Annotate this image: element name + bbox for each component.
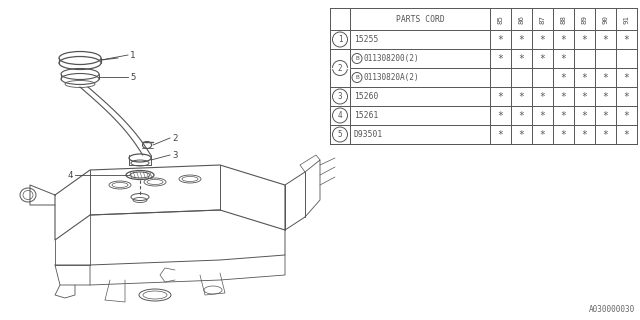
Text: 85: 85 (497, 14, 504, 23)
Text: *: * (561, 35, 566, 44)
Text: *: * (623, 130, 629, 140)
Text: *: * (561, 53, 566, 63)
Text: 3: 3 (338, 92, 342, 101)
Text: *: * (623, 110, 629, 121)
Text: *: * (603, 130, 609, 140)
Text: 4: 4 (68, 171, 73, 180)
Text: *: * (518, 53, 524, 63)
Text: 15261: 15261 (354, 111, 378, 120)
Text: PARTS CORD: PARTS CORD (396, 14, 444, 23)
Text: *: * (518, 130, 524, 140)
Text: 15255: 15255 (354, 35, 378, 44)
Text: *: * (561, 110, 566, 121)
Text: D93501: D93501 (354, 130, 383, 139)
Text: 3: 3 (172, 150, 177, 159)
Text: *: * (582, 92, 588, 101)
Text: *: * (603, 35, 609, 44)
Text: *: * (518, 92, 524, 101)
Text: *: * (540, 92, 545, 101)
Text: *: * (582, 130, 588, 140)
Text: 011308200(2): 011308200(2) (364, 54, 419, 63)
Text: *: * (497, 35, 504, 44)
Text: *: * (497, 92, 504, 101)
Text: *: * (497, 130, 504, 140)
Text: 88: 88 (561, 14, 566, 23)
Text: *: * (540, 35, 545, 44)
Text: 2: 2 (338, 63, 342, 73)
Text: 87: 87 (540, 14, 545, 23)
Text: 01130820A(2): 01130820A(2) (364, 73, 419, 82)
Text: 4: 4 (338, 111, 342, 120)
Text: *: * (540, 110, 545, 121)
Text: 15260: 15260 (354, 92, 378, 101)
Text: *: * (603, 110, 609, 121)
Text: *: * (518, 35, 524, 44)
Text: B: B (355, 56, 359, 61)
Text: *: * (561, 130, 566, 140)
Text: 2: 2 (172, 133, 177, 142)
Text: B: B (355, 75, 359, 80)
Text: 89: 89 (582, 14, 588, 23)
Text: *: * (497, 53, 504, 63)
Text: *: * (582, 35, 588, 44)
Text: 1: 1 (130, 51, 136, 60)
Text: *: * (540, 130, 545, 140)
Text: 91: 91 (623, 14, 630, 23)
Text: *: * (561, 92, 566, 101)
Text: *: * (561, 73, 566, 83)
Text: 1: 1 (338, 35, 342, 44)
Text: 90: 90 (602, 14, 609, 23)
Text: *: * (623, 73, 629, 83)
Text: *: * (603, 92, 609, 101)
Text: *: * (540, 53, 545, 63)
Text: 5: 5 (338, 130, 342, 139)
Text: 5: 5 (130, 73, 136, 82)
Text: *: * (603, 73, 609, 83)
Text: A030000030: A030000030 (589, 305, 635, 314)
Text: *: * (623, 35, 629, 44)
Text: *: * (518, 110, 524, 121)
Text: *: * (582, 73, 588, 83)
Text: *: * (623, 92, 629, 101)
Text: *: * (497, 110, 504, 121)
Text: *: * (582, 110, 588, 121)
Text: 86: 86 (518, 14, 525, 23)
